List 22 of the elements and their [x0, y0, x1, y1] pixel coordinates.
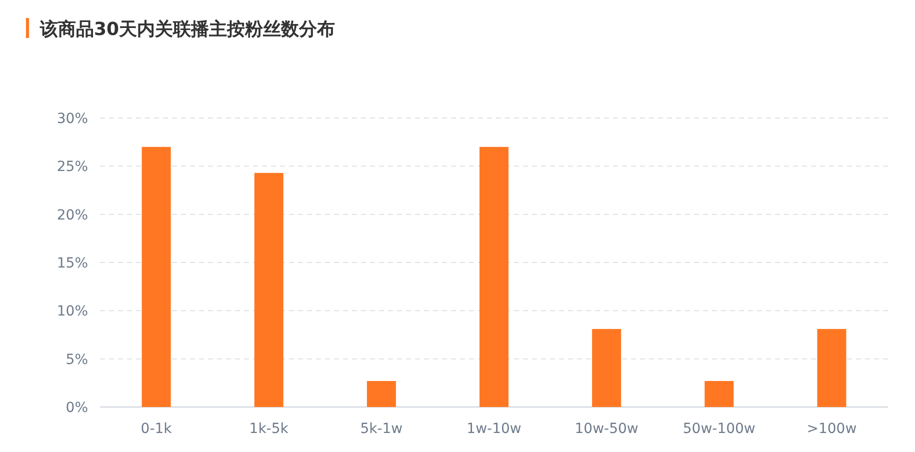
bar — [254, 172, 284, 407]
y-tick-label: 5% — [66, 352, 88, 368]
bar — [366, 380, 396, 407]
x-tick-label: 0-1k — [140, 421, 173, 437]
y-tick-label: 15% — [56, 256, 88, 272]
bar — [592, 328, 622, 407]
x-tick-label: 1w-10w — [466, 421, 522, 437]
bar — [142, 146, 171, 407]
y-tick-label: 10% — [56, 304, 88, 320]
chart-title: 该商品30天内关联播主按粉丝数分布 — [39, 19, 336, 40]
y-tick-label: 25% — [56, 159, 88, 176]
y-tick-label: 20% — [56, 207, 88, 224]
x-tick-label: >100w — [806, 421, 857, 437]
bar — [817, 328, 846, 407]
bar — [704, 380, 734, 407]
x-tick-label: 1k-5k — [249, 421, 290, 437]
bar — [480, 146, 508, 407]
x-tick-label: 5k-1w — [360, 421, 403, 437]
y-tick-label: 0% — [66, 400, 88, 416]
x-tick-label: 50w-100w — [682, 421, 756, 437]
y-tick-label: 30% — [56, 111, 88, 127]
x-tick-label: 10w-50w — [574, 421, 638, 437]
